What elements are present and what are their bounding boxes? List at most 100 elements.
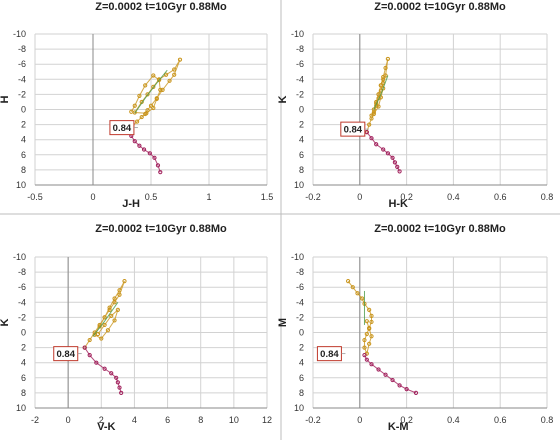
data-point [362,337,367,343]
y-tick-label: 6 [21,150,26,160]
data-point [129,109,134,114]
data-point [385,56,390,62]
y-tick-label: 10 [16,403,26,413]
series-line-1 [347,280,373,356]
y-tick-label: 6 [299,150,304,160]
series-line-2 [84,347,122,394]
x-tick-label: 0.5 [145,192,158,202]
data-point [119,390,124,395]
data-point [87,353,92,358]
y-tick-label: 0 [21,105,26,115]
y-tick-label: -2 [296,89,304,99]
data-point [381,147,386,152]
x-tick-label: 0 [66,415,71,425]
data-point [141,147,147,152]
y-tick-label: -8 [296,267,304,277]
data-point [117,288,122,293]
data-point [105,328,111,333]
y-tick-label: -2 [296,312,304,322]
chart-title: Z=0.0002 t=10Gyr 0.88Mo [95,1,227,13]
y-tick-label: 4 [21,358,26,368]
y-tick-label: -6 [296,282,304,292]
data-point [369,362,374,367]
data-point [362,353,367,358]
y-tick-label: -10 [291,252,304,262]
data-point [369,313,374,318]
data-point [144,111,149,116]
y-tick-label: -4 [18,74,26,84]
x-tick-label: 0.6 [494,415,507,425]
x-axis-label: J-H [122,198,140,210]
y-tick-label: -2 [18,89,26,99]
x-axis-label: V-K [97,421,115,433]
data-point [355,291,360,296]
data-point [102,322,107,328]
y-tick-label: 10 [16,180,26,190]
y-tick-label: -8 [18,44,26,54]
data-point [378,83,383,88]
data-point [390,155,395,160]
data-point [157,77,162,83]
y-tick-label: 6 [21,373,26,383]
data-point [155,163,161,168]
data-point [397,383,402,388]
y-tick-label: 10 [294,180,304,190]
series-line-2 [364,354,417,394]
x-tick-label: 0.4 [447,192,460,202]
data-point [145,92,150,97]
data-point [147,151,152,156]
data-point [395,164,400,169]
chart-panel-3: Z=0.0002 t=10Gyr 0.88Mo -2 0 2 4 6 8 10 12 -10 -8 -… [0,223,272,433]
chart-title: Z=0.0002 t=10Gyr 0.88Mo [374,223,506,235]
series-line-3 [92,302,119,337]
x-tick-label: -0.2 [305,415,321,425]
y-tick-label: 2 [21,120,26,130]
data-point [163,72,169,77]
data-point [99,336,104,341]
data-point [371,107,376,112]
x-tick-label: 0 [357,192,362,202]
data-point [346,279,351,284]
y-tick-label: -4 [296,297,304,307]
y-tick-label: 2 [21,343,26,353]
data-point [383,372,388,377]
data-point [109,313,114,318]
data-point [109,371,114,376]
data-point [112,296,117,301]
data-point [392,160,397,165]
data-point [112,300,117,305]
y-tick-label: -10 [13,29,26,39]
data-point [364,331,369,337]
series-line-2 [366,131,401,172]
data-point [137,93,142,99]
data-point [383,65,388,71]
data-point [404,387,409,392]
data-point [385,151,390,156]
y-tick-label: 4 [299,358,304,368]
data-point [350,285,355,290]
data-point [95,331,101,337]
y-tick-label: 8 [21,165,26,175]
annotation-label: 0.84 [344,125,363,136]
x-tick-label: 10 [229,415,239,425]
series-line-2 [128,130,161,173]
data-point [376,367,381,372]
x-tick-label: 0.4 [447,415,460,425]
chart-panel-2: Z=0.0002 t=10Gyr 0.88Mo -0.2 0 0.2 0.4 0.6 0.8… [277,1,553,210]
data-point [94,360,99,365]
y-axis-label: H [0,95,11,103]
data-point [360,296,365,301]
x-tick-label: 0 [357,415,362,425]
x-tick-label: -0.5 [27,192,43,202]
data-point [367,326,372,331]
data-point [151,84,156,89]
x-axis-label: H-K [388,198,408,210]
y-tick-label: -8 [296,44,304,54]
x-tick-label: 0.2 [400,192,413,202]
y-tick-label: 8 [299,388,304,398]
data-point [107,305,112,310]
y-tick-label: 8 [299,165,304,175]
data-point [376,104,381,109]
x-tick-label: 0 [90,192,95,202]
data-point [134,119,140,124]
